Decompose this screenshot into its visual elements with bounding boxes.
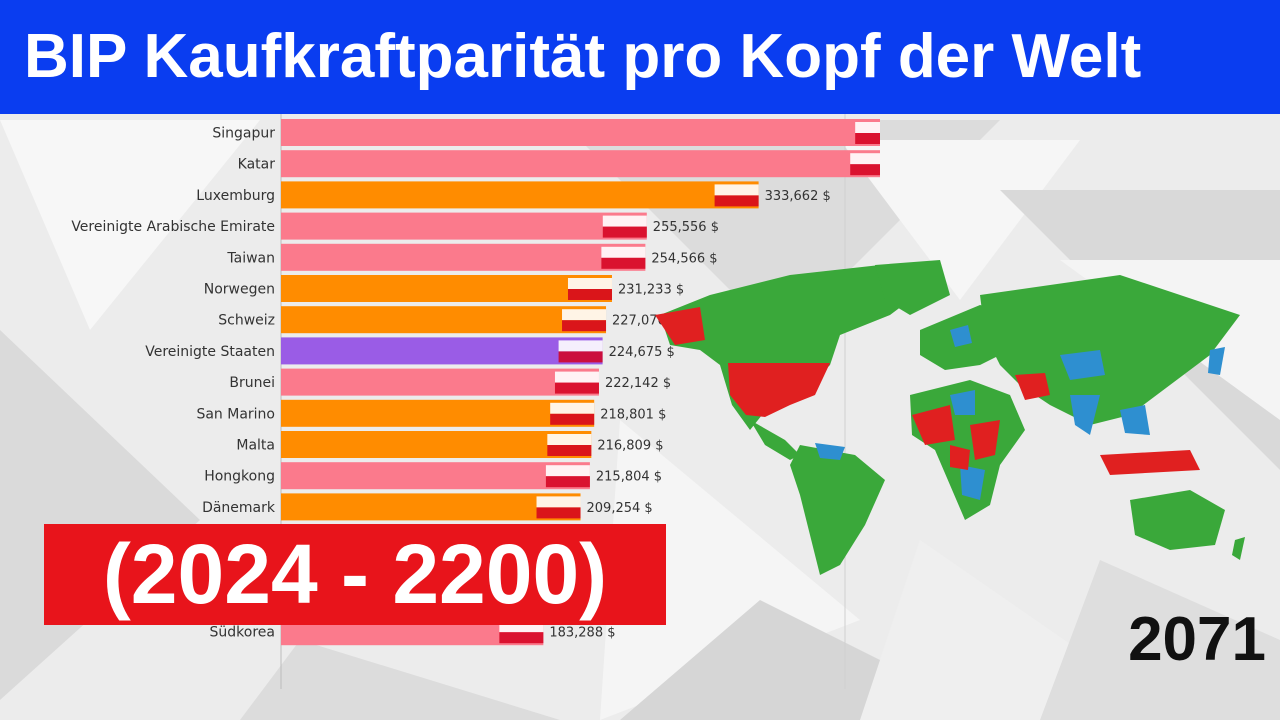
singapore-flag xyxy=(855,122,880,144)
category-label: Singapur xyxy=(212,126,275,142)
value-label: 255,556 $ xyxy=(653,220,719,235)
usa-flag xyxy=(558,340,603,363)
bar xyxy=(281,181,759,209)
map-africa-red-3 xyxy=(950,445,970,470)
qatar-flag xyxy=(850,153,880,176)
category-label: Hongkong xyxy=(204,469,275,485)
norway-flag xyxy=(567,278,612,300)
category-label: Brunei xyxy=(229,375,275,391)
hong-kong-flag xyxy=(545,465,590,488)
value-label: 216,809 $ xyxy=(597,439,663,454)
bar xyxy=(281,493,581,521)
year-range-banner: (2024 - 2200) xyxy=(44,524,666,625)
map-india-blue xyxy=(1070,395,1100,435)
bar xyxy=(281,150,880,178)
bar xyxy=(281,243,646,271)
bar-chart: Singapur431,878 $Katar428,412 $Luxemburg… xyxy=(71,114,880,689)
category-label: Katar xyxy=(238,157,276,173)
map-south-america xyxy=(790,445,885,575)
map-europe-blue xyxy=(950,325,972,347)
category-label: Vereinigte Staaten xyxy=(145,344,275,360)
value-label: 183,288 $ xyxy=(549,626,615,641)
brunei-flag xyxy=(554,371,599,394)
category-label: Dänemark xyxy=(202,500,276,516)
category-label: Schweiz xyxy=(218,313,275,329)
title-bar: BIP Kaufkraftparität pro Kopf der Welt xyxy=(0,0,1280,114)
bar xyxy=(281,275,612,302)
value-label: 209,254 $ xyxy=(587,501,653,516)
value-label: 222,142 $ xyxy=(605,376,671,391)
current-year-label: 2071 xyxy=(1128,605,1266,674)
bar xyxy=(281,431,592,458)
bar xyxy=(281,337,603,365)
year-range-text: (2024 - 2200) xyxy=(102,527,608,621)
bar xyxy=(281,306,607,334)
category-label: Taiwan xyxy=(226,250,275,266)
map-africa-blue-1 xyxy=(950,390,975,415)
map-asia xyxy=(980,275,1240,425)
map-africa-blue-2 xyxy=(960,465,985,500)
category-label: Malta xyxy=(236,438,275,454)
category-label: Vereinigte Arabische Emirate xyxy=(71,219,275,235)
category-label: San Marino xyxy=(196,406,275,422)
map-indonesia xyxy=(1100,450,1200,475)
map-japan xyxy=(1208,347,1225,375)
map-new-zealand xyxy=(1232,537,1245,560)
bar xyxy=(281,368,599,396)
value-label: 224,675 $ xyxy=(609,345,675,360)
south-korea-flag xyxy=(499,621,544,644)
bar xyxy=(281,212,647,240)
map-north-america xyxy=(660,265,930,430)
denmark-flag xyxy=(536,496,581,519)
map-venezuela xyxy=(815,443,845,460)
san-marino-flag xyxy=(550,402,595,425)
map-central-america xyxy=(750,420,800,460)
bar xyxy=(281,399,595,427)
category-label: Luxemburg xyxy=(196,188,275,204)
luxembourg-flag xyxy=(714,184,759,207)
value-label: 254,566 $ xyxy=(651,251,717,266)
page-title: BIP Kaufkraftparität pro Kopf der Welt xyxy=(24,22,1142,91)
map-asia-blue-2 xyxy=(1120,405,1150,435)
map-australia xyxy=(1130,490,1225,550)
value-label: 215,804 $ xyxy=(596,470,662,485)
taiwan-flag xyxy=(601,246,646,269)
category-label: Norwegen xyxy=(204,282,275,298)
bar xyxy=(281,462,590,490)
map-africa-red-2 xyxy=(970,420,1000,460)
category-label: Südkorea xyxy=(210,625,275,641)
malta-flag xyxy=(547,434,592,456)
value-label: 333,662 $ xyxy=(765,189,831,204)
map-asia-blue-1 xyxy=(1060,350,1105,380)
map-africa-red-1 xyxy=(912,405,955,445)
uae-flag xyxy=(602,215,647,238)
map-middle-east-red xyxy=(1015,373,1050,400)
value-label: 218,801 $ xyxy=(600,407,666,422)
bar xyxy=(281,119,880,146)
world-map xyxy=(655,260,1245,575)
value-label: 231,233 $ xyxy=(618,283,684,298)
map-usa xyxy=(728,363,830,417)
map-greenland xyxy=(875,260,950,315)
switzerland-flag xyxy=(562,309,607,332)
map-alaska xyxy=(655,307,705,345)
